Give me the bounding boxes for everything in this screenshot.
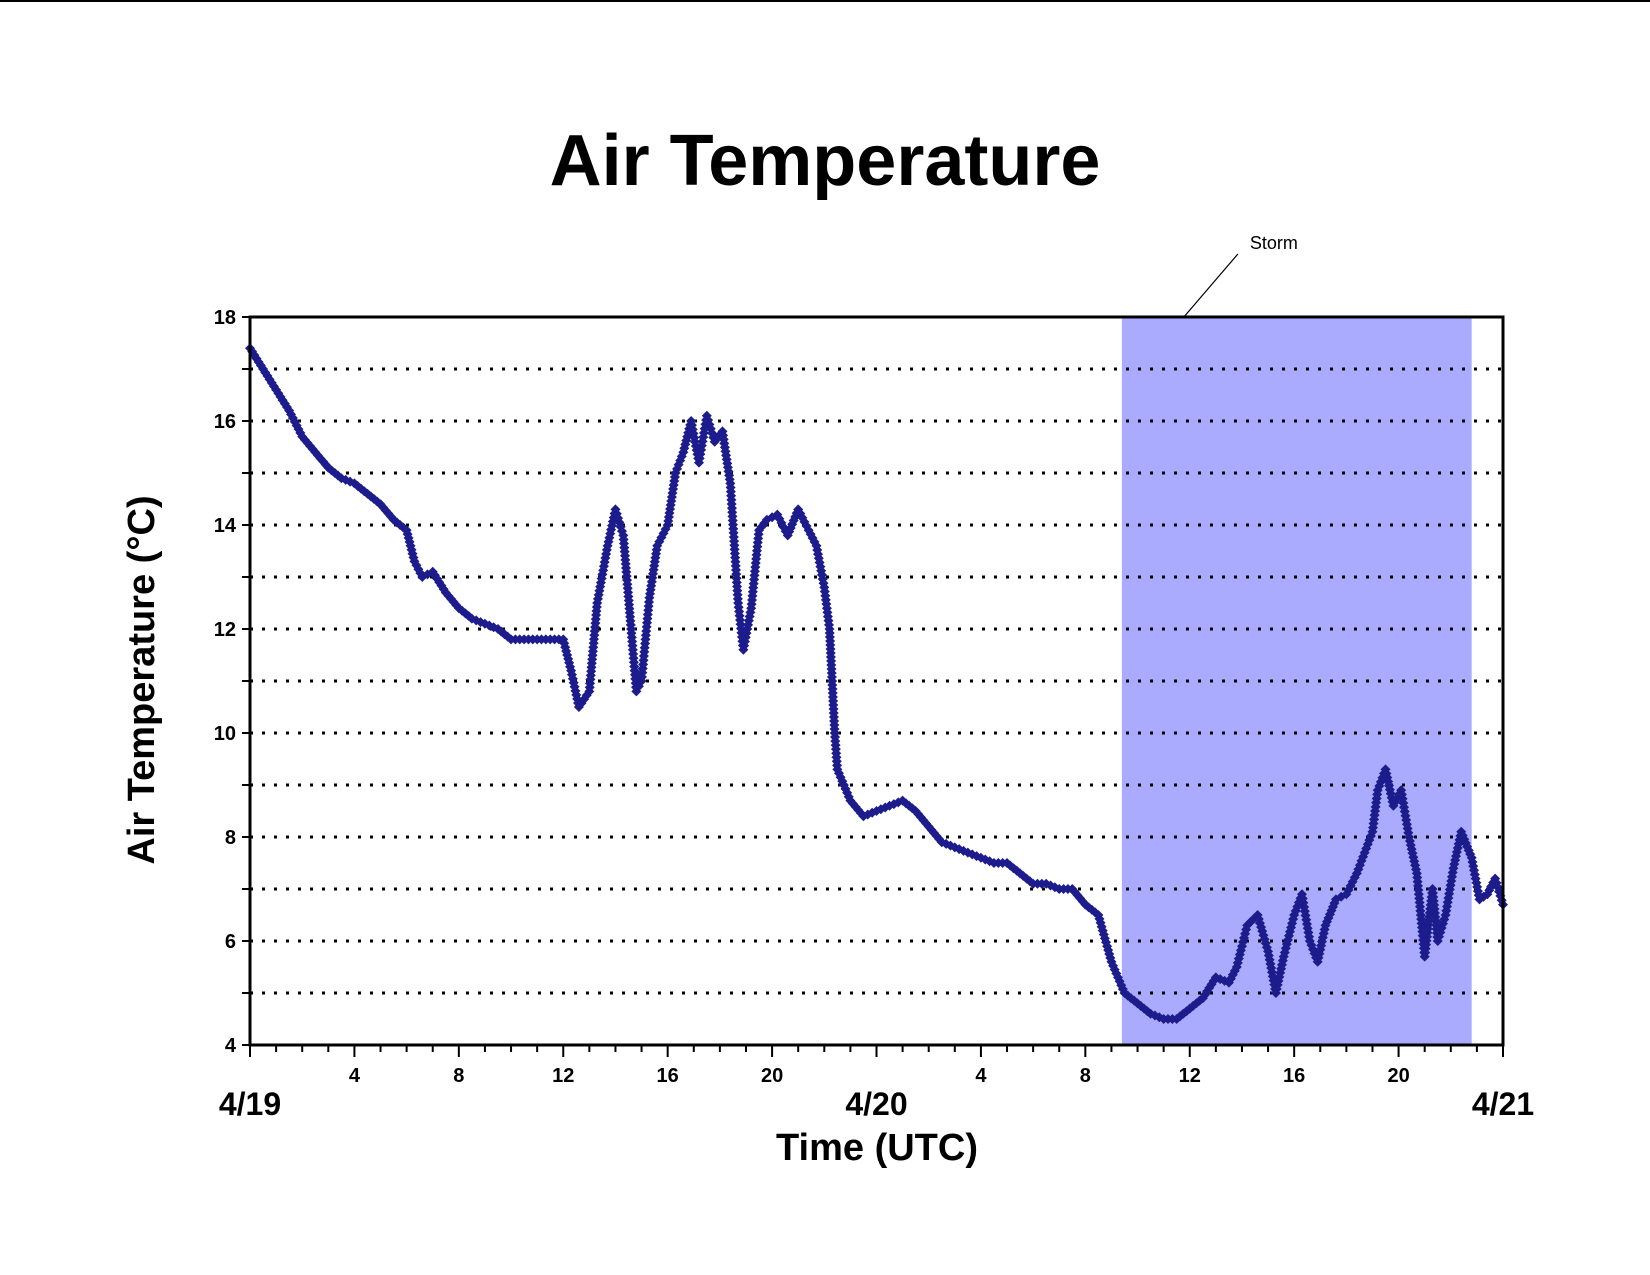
y-axis-title: Air Temperature (°C) xyxy=(121,495,163,864)
x-tick-label: 12 xyxy=(552,1065,574,1087)
y-tick-label: 18 xyxy=(214,307,236,329)
data-point xyxy=(793,504,804,515)
top-border-line xyxy=(0,0,1650,2)
y-tick-label: 10 xyxy=(214,723,236,745)
x-axis-title: Time (UTC) xyxy=(776,1127,978,1169)
x-date-label: 4/19 xyxy=(219,1086,281,1122)
x-tick-label: 16 xyxy=(1283,1065,1305,1087)
x-tick-label: 20 xyxy=(1387,1065,1409,1087)
x-date-label: 4/21 xyxy=(1472,1086,1534,1122)
storm-leader-line xyxy=(1183,253,1239,318)
chart-title: Air Temperature xyxy=(550,121,1101,201)
x-tick-label: 12 xyxy=(1179,1065,1201,1087)
y-axis-ticks: 4 6 8 10 12 14 16 18 xyxy=(214,307,250,1057)
storm-label: Storm xyxy=(1250,233,1298,253)
y-tick-label: 6 xyxy=(225,931,236,953)
data-point xyxy=(790,511,801,522)
y-tick-label: 16 xyxy=(214,411,236,433)
x-tick-label: 16 xyxy=(657,1065,679,1087)
y-tick-label: 12 xyxy=(214,619,236,641)
x-axis-ticks: 4 8 12 16 20 4 8 12 16 20 4/19 4/20 4/21 xyxy=(219,1045,1534,1122)
data-point xyxy=(610,504,621,515)
x-tick-label: 20 xyxy=(761,1065,783,1087)
x-tick-label: 4 xyxy=(349,1065,361,1087)
y-tick-label: 14 xyxy=(214,515,237,537)
y-tick-label: 8 xyxy=(225,827,236,849)
x-tick-label: 8 xyxy=(453,1065,464,1087)
data-series xyxy=(245,343,1508,1024)
x-tick-label: 8 xyxy=(1080,1065,1091,1087)
y-tick-label: 4 xyxy=(225,1035,237,1057)
x-tick-label: 4 xyxy=(975,1065,987,1087)
gridlines xyxy=(250,367,1503,995)
data-point xyxy=(249,350,260,361)
x-date-label: 4/20 xyxy=(845,1086,907,1122)
